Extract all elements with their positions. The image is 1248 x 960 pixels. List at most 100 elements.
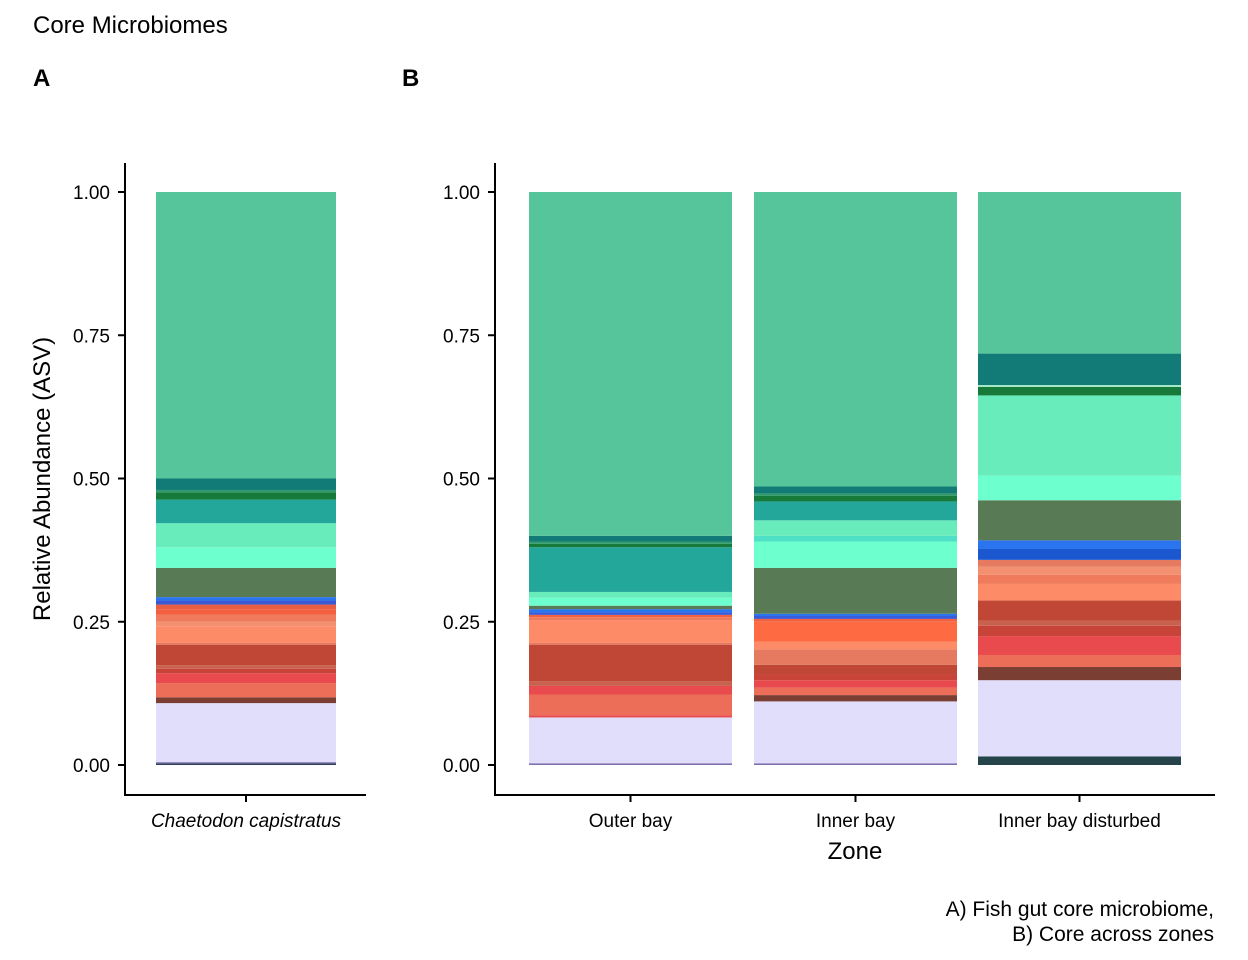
y-tick-label-4: 1.00 <box>443 183 480 204</box>
bar-segment-outer-bay-18 <box>529 541 732 544</box>
bar-segment-chaetodon-capistratus-10 <box>156 626 336 643</box>
bar-segment-outer-bay-20 <box>529 192 732 536</box>
bar-segment-inner-bay-disturbed-8 <box>978 583 1181 601</box>
bar-segment-inner-bay-8 <box>754 641 957 650</box>
panel-a-tag: A <box>33 65 50 92</box>
bar-segment-inner-bay-disturbed-4 <box>978 636 1181 655</box>
panel-b: B Outer bay Inner bay Inner bay disturbed 0… <box>402 65 1215 865</box>
bar-segment-inner-bay-11 <box>754 616 957 619</box>
bar-segment-chaetodon-capistratus-22 <box>156 489 336 493</box>
bar-segment-inner-bay-disturbed-2 <box>978 667 1181 681</box>
bar-segment-chaetodon-capistratus-18 <box>156 547 336 568</box>
bar-segment-chaetodon-capistratus-5 <box>156 673 336 684</box>
y-tick-label-1: 0.25 <box>73 613 110 634</box>
bar-segment-inner-bay-disturbed-1 <box>978 680 1181 757</box>
bar-segment-inner-bay-disturbed-16 <box>978 395 1181 476</box>
bar-segment-outer-bay-10 <box>529 614 732 618</box>
bar-segment-chaetodon-capistratus-19 <box>156 523 336 548</box>
bar-segment-inner-bay-1 <box>754 701 957 764</box>
bar-segment-chaetodon-capistratus-24 <box>156 192 336 479</box>
bar-segment-outer-bay-13 <box>529 605 732 610</box>
panel-b-tag: B <box>402 65 419 92</box>
bar-segment-outer-bay-1 <box>529 717 732 764</box>
bar-segment-outer-bay-15 <box>529 591 732 598</box>
bar-segment-chaetodon-capistratus-13 <box>156 609 336 615</box>
bar-segment-inner-bay-19 <box>754 493 957 496</box>
stacked-bar-chaetodon-capistratus <box>156 192 336 765</box>
bar-segment-inner-bay-disturbed-11 <box>978 559 1181 567</box>
panel-b-bars <box>529 192 1181 765</box>
bar-segment-inner-bay-5 <box>754 674 957 681</box>
bar-segment-outer-bay-3 <box>529 694 732 716</box>
bar-segment-inner-bay-disturbed-15 <box>978 475 1181 501</box>
bar-segment-inner-bay-disturbed-18 <box>978 385 1181 387</box>
y-tick-label-0: 0.00 <box>443 756 480 777</box>
bar-segment-inner-bay-disturbed-3 <box>978 654 1181 668</box>
bar-segment-inner-bay-0 <box>754 763 957 765</box>
bar-segment-inner-bay-disturbed-10 <box>978 566 1181 575</box>
y-axis-title: Relative Abundance (ASV) <box>29 337 56 621</box>
bar-segment-inner-bay-17 <box>754 501 957 521</box>
bar-segment-inner-bay-disturbed-12 <box>978 548 1181 560</box>
bar-segment-outer-bay-14 <box>529 597 732 606</box>
bar-segment-inner-bay-disturbed-14 <box>978 500 1181 541</box>
bar-segment-inner-bay-3 <box>754 687 957 696</box>
bar-segment-inner-bay-6 <box>754 664 957 675</box>
bar-segment-inner-bay-disturbed-20 <box>978 192 1181 354</box>
bar-segment-chaetodon-capistratus-20 <box>156 499 336 524</box>
bar-segment-chaetodon-capistratus-2 <box>156 703 336 763</box>
y-tick-label-1: 0.25 <box>443 613 480 634</box>
y-tick-label-2: 0.50 <box>73 470 110 491</box>
bar-segment-chaetodon-capistratus-15 <box>156 600 336 605</box>
stacked-bar-outer-bay <box>529 192 732 765</box>
bar-segment-inner-bay-disturbed-13 <box>978 540 1181 549</box>
bar-segment-outer-bay-11 <box>529 612 732 615</box>
x-tick-label-outer-bay: Outer bay <box>589 811 673 832</box>
x-tick-label-chaetodon-capistratus: Chaetodon capistratus <box>151 811 342 832</box>
y-tick-label-2: 0.50 <box>443 470 480 491</box>
bar-segment-chaetodon-capistratus-8 <box>156 644 336 666</box>
y-tick-label-3: 0.75 <box>443 326 480 347</box>
bar-segment-chaetodon-capistratus-21 <box>156 492 336 500</box>
panel-a-bars <box>156 192 336 765</box>
panel-a: A Chaetodon capistratus 0.00 0.25 0.50 0.75 1… <box>29 65 366 832</box>
bar-segment-chaetodon-capistratus-9 <box>156 642 336 645</box>
bar-segment-outer-bay-12 <box>529 609 732 613</box>
bar-segment-outer-bay-9 <box>529 617 732 621</box>
bar-segment-inner-bay-4 <box>754 680 957 688</box>
bar-segment-chaetodon-capistratus-1 <box>156 762 336 764</box>
bar-segment-chaetodon-capistratus-16 <box>156 597 336 601</box>
bar-segment-outer-bay-7 <box>529 642 732 645</box>
bar-segment-inner-bay-disturbed-9 <box>978 574 1181 584</box>
bar-segment-chaetodon-capistratus-0 <box>156 763 336 765</box>
bar-segment-inner-bay-2 <box>754 695 957 702</box>
stacked-bar-inner-bay-disturbed <box>978 192 1181 765</box>
bar-segment-inner-bay-18 <box>754 495 957 502</box>
stacked-bar-inner-bay <box>754 192 957 765</box>
bar-segment-inner-bay-20 <box>754 486 957 494</box>
bar-segment-outer-bay-4 <box>529 685 732 695</box>
bar-segment-outer-bay-2 <box>529 715 732 718</box>
bar-segment-outer-bay-19 <box>529 535 732 542</box>
bar-segment-inner-bay-disturbed-7 <box>978 600 1181 621</box>
panel-a-axes: Chaetodon capistratus 0.00 0.25 0.50 0.75 1.0… <box>73 163 366 832</box>
bar-segment-chaetodon-capistratus-6 <box>156 668 336 674</box>
bar-segment-chaetodon-capistratus-23 <box>156 478 336 490</box>
x-axis-title-zone: Zone <box>828 838 883 865</box>
bar-segment-inner-bay-disturbed-5 <box>978 625 1181 637</box>
y-tick-label-0: 0.00 <box>73 756 110 777</box>
panel-b-axes: Outer bay Inner bay Inner bay disturbed 0.0… <box>443 163 1215 832</box>
bar-segment-inner-bay-13 <box>754 567 957 614</box>
bar-segment-inner-bay-9 <box>754 621 957 642</box>
bar-segment-outer-bay-8 <box>529 620 732 643</box>
bar-segment-outer-bay-5 <box>529 681 732 686</box>
bar-segment-inner-bay-15 <box>754 535 957 542</box>
y-tick-label-3: 0.75 <box>73 326 110 347</box>
bar-segment-outer-bay-0 <box>529 763 732 765</box>
bar-segment-inner-bay-disturbed-0 <box>978 756 1181 765</box>
bar-segment-inner-bay-12 <box>754 613 957 617</box>
bar-segment-chaetodon-capistratus-7 <box>156 665 336 669</box>
bar-segment-inner-bay-14 <box>754 541 957 568</box>
bar-segment-outer-bay-17 <box>529 543 732 548</box>
